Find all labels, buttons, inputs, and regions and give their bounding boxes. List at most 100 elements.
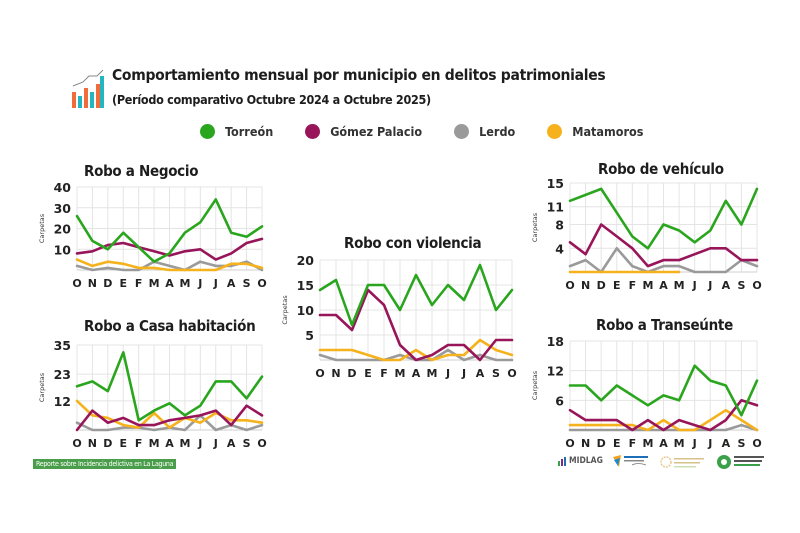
y-tick-label: 20 — [297, 253, 315, 268]
x-tick-label: A — [722, 279, 731, 292]
y-tick-label: 11 — [547, 200, 564, 215]
x-tick-label: J — [707, 437, 712, 450]
y-tick-label: 23 — [54, 367, 71, 382]
x-tick-label: D — [103, 437, 112, 450]
y-tick-label: 8 — [555, 218, 564, 233]
series-line-g-mez-palacio — [318, 288, 514, 362]
x-tick-label: S — [737, 437, 745, 450]
x-tick-label: N — [581, 279, 590, 292]
x-tick-label: E — [119, 437, 127, 450]
x-tick-label: D — [103, 277, 112, 290]
x-tick-label: M — [179, 277, 190, 290]
x-tick-label: N — [88, 277, 97, 290]
x-tick-label: J — [692, 437, 697, 450]
series-line-g-mez-palacio — [568, 398, 759, 432]
x-tick-label: A — [722, 437, 731, 450]
series-line-matamoros — [75, 399, 264, 429]
y-tick-label: 5 — [305, 328, 314, 343]
x-tick-label: E — [613, 437, 621, 450]
x-tick-label: D — [347, 367, 356, 380]
x-tick-label: J — [461, 367, 466, 380]
legend-dot-icon — [547, 124, 563, 139]
x-tick-label: D — [597, 279, 606, 292]
x-tick-label: O — [257, 437, 266, 450]
series-line-matamoros — [318, 338, 514, 362]
legend-dot-icon — [305, 124, 321, 139]
x-tick-label: A — [412, 367, 421, 380]
chart-title-casa: Robo a Casa habitación — [84, 317, 256, 335]
x-tick-label: O — [752, 279, 761, 292]
x-tick-label: M — [179, 437, 190, 450]
legend-label: Lerdo — [479, 124, 516, 139]
y-tick-label: 40 — [54, 180, 72, 195]
x-tick-label: O — [565, 437, 574, 450]
observatorio-nacional-logo — [717, 455, 764, 469]
midlag-bars-icon — [558, 456, 566, 466]
x-tick-label: S — [243, 277, 251, 290]
series-line-torre-n — [75, 198, 264, 264]
legend-dot-icon — [200, 124, 215, 139]
x-tick-label: S — [492, 367, 500, 380]
x-tick-label: A — [227, 437, 236, 450]
series-line-g-mez-palacio — [75, 404, 264, 432]
x-tick-label: S — [737, 279, 745, 292]
series-line-g-mez-palacio — [568, 223, 759, 268]
chart-title-vehiculo: Robo de vehículo — [598, 160, 724, 178]
legend-item-lerdo: Lerdo — [454, 124, 515, 139]
x-tick-label: F — [380, 367, 388, 380]
x-tick-label: J — [197, 277, 202, 290]
chart-title-transeunte: Robo a Transeúnte — [596, 316, 733, 334]
x-tick-label: E — [613, 279, 621, 292]
x-tick-label: A — [476, 367, 485, 380]
x-tick-label: A — [227, 277, 236, 290]
x-tick-label: N — [331, 367, 340, 380]
x-tick-label: M — [642, 437, 653, 450]
legend-item-matamoros: Matamoros — [547, 124, 643, 139]
y-tick-label: 20 — [54, 222, 72, 237]
y-tick-label: 6 — [555, 393, 564, 408]
y-axis-label: Carpetas — [38, 372, 46, 402]
x-tick-label: M — [674, 279, 685, 292]
legend-item-gomez-palacio: Gómez Palacio — [305, 124, 422, 139]
x-tick-label: A — [659, 437, 668, 450]
y-axis-label: Carpetas — [531, 212, 539, 242]
x-tick-label: E — [364, 367, 372, 380]
legend-item-torreon: Torreón — [200, 124, 273, 139]
legend-dot-icon — [454, 124, 470, 139]
x-tick-label: M — [149, 277, 160, 290]
legend: Torreón Gómez Palacio Lerdo Matamoros — [200, 124, 675, 139]
midlag-logo-text: MIDLAG — [569, 456, 603, 466]
y-axis-label: Carpetas — [281, 295, 289, 325]
page-subtitle: (Período comparativo Octubre 2024 a Octu… — [112, 92, 431, 107]
x-tick-label: M — [674, 437, 685, 450]
midlag-logo: MIDLAG — [558, 456, 603, 466]
x-tick-label: J — [197, 437, 202, 450]
report-label-badge: Reporte sobre Incidencia delictiva en La… — [33, 459, 177, 469]
x-tick-label: A — [165, 277, 174, 290]
x-tick-label: O — [257, 277, 266, 290]
x-tick-label: F — [135, 277, 143, 290]
x-tick-label: F — [629, 279, 637, 292]
x-tick-label: O — [315, 367, 324, 380]
x-tick-label: O — [72, 437, 81, 450]
x-tick-label: J — [213, 277, 218, 290]
series-line-matamoros — [75, 258, 264, 272]
y-tick-label: 18 — [547, 334, 564, 349]
legend-label: Gómez Palacio — [330, 124, 423, 139]
x-tick-label: O — [507, 367, 516, 380]
x-tick-label: S — [243, 437, 251, 450]
y-tick-label: 15 — [297, 278, 314, 293]
x-tick-label: O — [565, 279, 574, 292]
consejo-civico-logo — [613, 455, 648, 467]
y-tick-label: 10 — [54, 242, 72, 257]
x-tick-label: M — [427, 367, 438, 380]
x-tick-label: D — [597, 437, 606, 450]
x-tick-label: E — [119, 277, 127, 290]
series-line-matamoros — [568, 408, 759, 432]
x-tick-label: J — [707, 279, 712, 292]
page-title: Comportamiento mensual por municipio en … — [112, 66, 606, 84]
x-tick-label: J — [445, 367, 450, 380]
